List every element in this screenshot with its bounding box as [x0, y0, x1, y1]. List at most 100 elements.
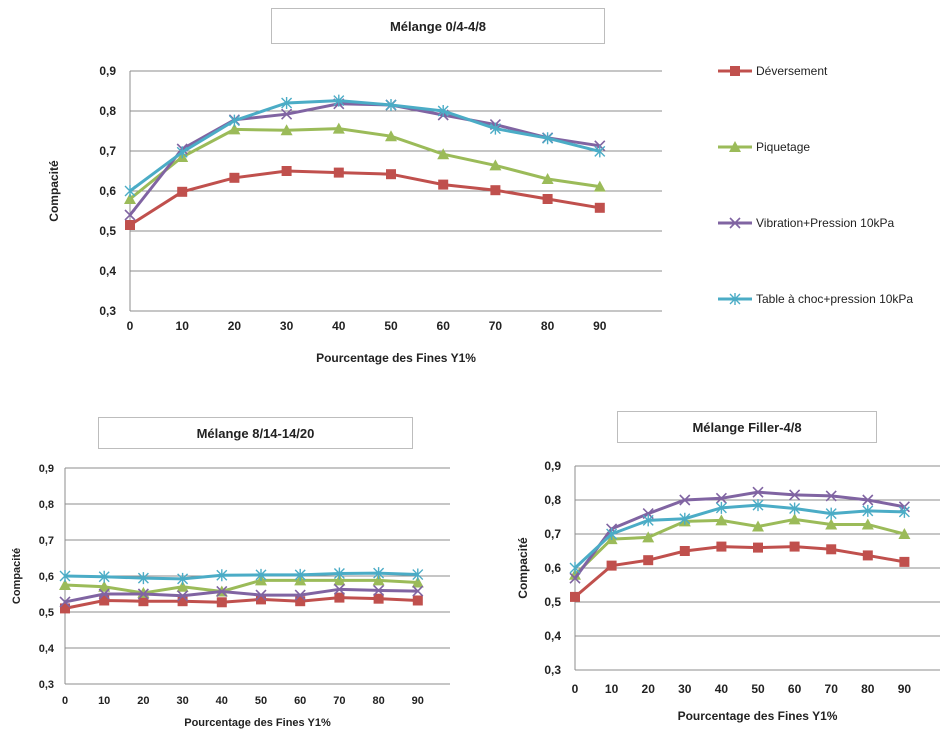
y-tick-label: 0,9	[544, 459, 561, 473]
data-point	[98, 570, 110, 583]
data-point	[124, 193, 136, 204]
chart-title-text: Mélange Filler-4/8	[692, 419, 802, 435]
data-point	[642, 514, 654, 527]
x-tick-label: 20	[228, 319, 242, 333]
chart-1: 0,3 0,4 0,5 0,6 0,7 0,8 0,9 0 10 20 30 40 50 60 70 80 90…	[11, 463, 450, 729]
x-tick-label: 80	[372, 695, 384, 707]
data-point	[788, 513, 801, 525]
series-line	[128, 102, 601, 216]
data-point	[752, 486, 764, 498]
data-point	[255, 589, 267, 601]
data-point	[569, 568, 581, 580]
series-1	[569, 513, 911, 580]
x-tick-label: 20	[642, 682, 656, 696]
data-point	[228, 114, 240, 127]
data-point	[332, 122, 345, 134]
legend-item: Piquetage	[718, 140, 810, 154]
y-tick-label: 0,7	[544, 527, 561, 541]
series-line	[573, 503, 905, 570]
data-point	[124, 185, 136, 197]
data-point	[437, 105, 449, 117]
y-tick-label: 0,6	[39, 571, 54, 583]
y-tick-label: 0,8	[99, 104, 116, 118]
data-point	[177, 572, 189, 585]
data-point	[99, 595, 110, 606]
data-point	[216, 569, 228, 582]
series-2	[124, 98, 606, 221]
data-point	[333, 574, 346, 586]
data-point	[643, 555, 654, 566]
data-point	[789, 489, 801, 501]
x-tick-label: 60	[788, 682, 802, 696]
series-line	[129, 99, 601, 193]
data-point	[60, 603, 70, 614]
data-point	[137, 572, 149, 585]
data-point	[333, 94, 345, 107]
y-axis-title: Compacité	[516, 537, 530, 599]
x-tick-label: 30	[678, 682, 692, 696]
data-point	[177, 590, 189, 602]
data-point	[752, 499, 764, 512]
y-axis-title: Compacité	[47, 160, 61, 222]
x-tick-label: 90	[898, 682, 912, 696]
data-point	[255, 568, 267, 581]
series-line	[574, 545, 905, 599]
data-point	[333, 583, 345, 595]
y-tick-label: 0,6	[544, 561, 561, 575]
data-point	[729, 293, 741, 305]
data-point	[570, 591, 580, 602]
x-tick-label: 50	[255, 695, 267, 707]
data-point	[789, 502, 801, 515]
series-line	[64, 596, 418, 610]
x-axis-title: Pourcentage des Fines Y1%	[316, 351, 476, 365]
data-point	[752, 520, 764, 532]
x-tick-label: 50	[751, 682, 765, 696]
series-0	[125, 166, 605, 230]
data-point	[679, 494, 691, 506]
data-point	[438, 179, 449, 190]
series-0	[60, 592, 423, 614]
chart-0: 0,3 0,4 0,5 0,6 0,7 0,8 0,9 0 10 20 30 40 50 60 70 80 90…	[47, 64, 662, 365]
x-tick-label: 30	[176, 695, 188, 707]
y-tick-label: 0,9	[99, 64, 116, 78]
data-point	[333, 167, 344, 178]
data-point	[898, 528, 911, 539]
data-point	[386, 169, 396, 180]
y-tick-label: 0,4	[544, 629, 561, 643]
data-point	[679, 512, 691, 525]
data-point	[385, 130, 397, 142]
y-tick-label: 0,3	[99, 304, 116, 318]
y-axis-title: Compacité	[11, 548, 23, 604]
x-tick-label: 30	[280, 319, 294, 333]
chart-title-text: Mélange 0/4-4/8	[389, 18, 487, 34]
x-tick-label: 80	[861, 682, 875, 696]
data-point	[59, 570, 71, 582]
y-tick-label: 0,5	[39, 607, 54, 619]
x-tick-label: 20	[137, 695, 149, 707]
legend-label: Piquetage	[756, 140, 810, 154]
x-tick-label: 90	[412, 695, 424, 707]
data-point	[124, 209, 136, 221]
data-point	[176, 146, 188, 159]
data-point	[125, 220, 135, 230]
series-0	[570, 541, 910, 602]
x-tick-label: 10	[98, 695, 110, 707]
y-tick-label: 0,7	[99, 144, 116, 158]
x-tick-label: 70	[825, 682, 839, 696]
x-tick-label: 10	[605, 682, 619, 696]
data-point	[898, 505, 910, 518]
series-line	[129, 127, 601, 201]
data-point	[594, 145, 606, 158]
y-tick-label: 0,5	[99, 224, 116, 238]
data-point	[98, 588, 110, 600]
data-point	[229, 172, 240, 183]
series-line	[64, 587, 418, 604]
legend-item: Table à choc+pression 10kPa	[718, 292, 913, 306]
data-point	[730, 66, 740, 76]
data-point	[280, 124, 293, 136]
data-point	[862, 550, 873, 561]
legend-item: Déversement	[718, 64, 828, 78]
series-2	[569, 486, 910, 584]
